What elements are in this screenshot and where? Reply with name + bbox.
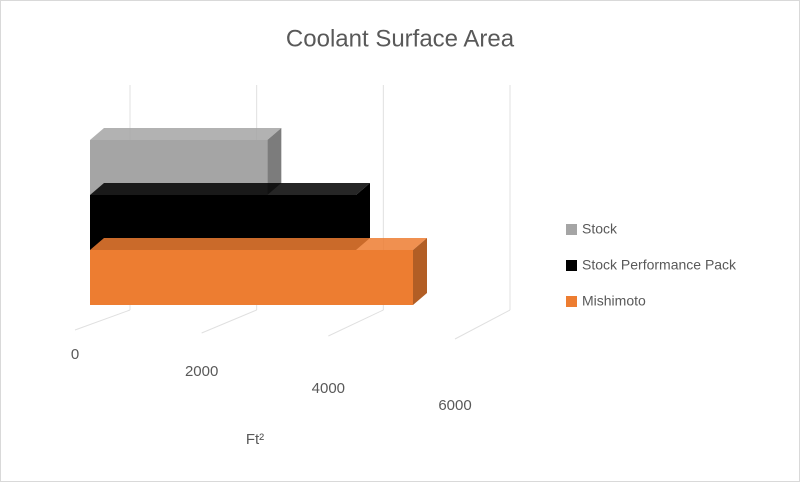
legend-label: Stock Performance Pack: [582, 257, 737, 273]
x-tick-label: 4000: [312, 380, 345, 397]
x-tick-label: 2000: [185, 363, 218, 380]
legend-swatch: [566, 296, 577, 307]
x-tick-label: 6000: [438, 397, 471, 414]
legend-label: Stock: [582, 221, 618, 237]
x-axis-title: Ft²: [246, 431, 264, 448]
floor-grid-line: [74, 309, 131, 331]
legend-label: Mishimoto: [582, 293, 646, 309]
bar-side: [356, 183, 370, 250]
bar: [90, 250, 413, 305]
floor-grid-line: [201, 309, 257, 334]
floor-grid-line: [328, 309, 384, 337]
bar-top: [90, 238, 427, 250]
bar-top: [90, 183, 370, 195]
legend-swatch: [566, 260, 577, 271]
bar-top: [90, 128, 282, 140]
chart-title: Coolant Surface Area: [286, 25, 515, 52]
legend-swatch: [566, 224, 577, 235]
floor-grid-line: [454, 309, 511, 340]
bar-side: [413, 238, 427, 305]
bar-side: [267, 128, 282, 195]
x-tick-label: 0: [71, 346, 79, 363]
